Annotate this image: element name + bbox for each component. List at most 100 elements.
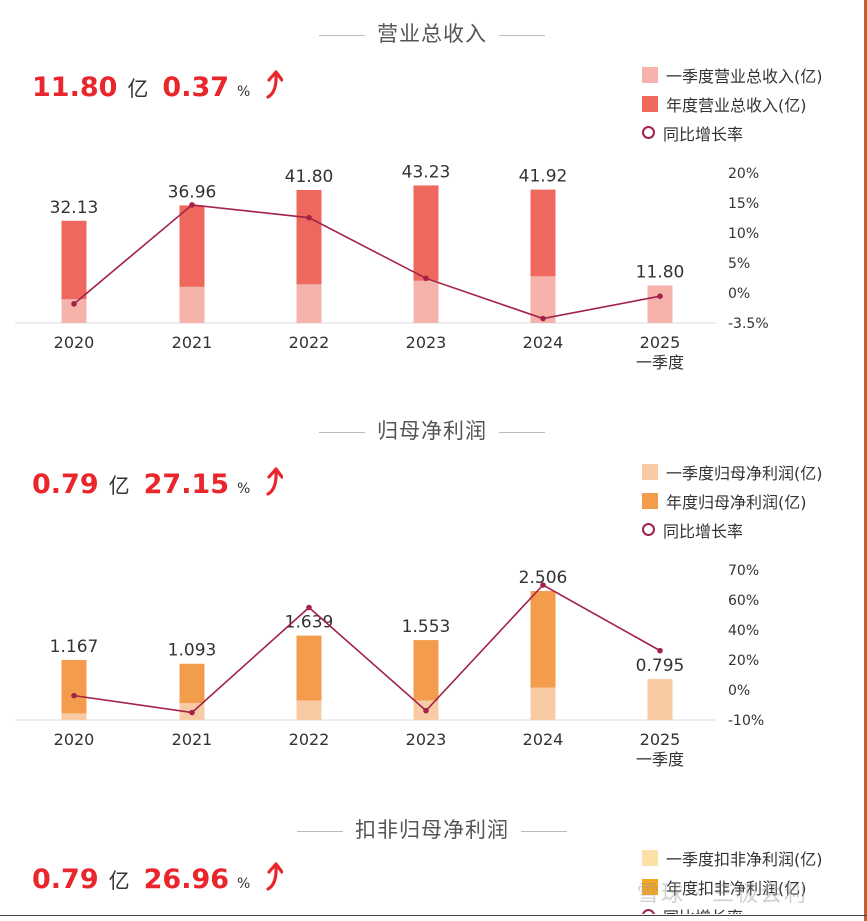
q1-bar bbox=[61, 299, 87, 323]
x-tick-label: 2020 bbox=[54, 333, 95, 352]
legend-item-q1: 一季度归母净利润(亿) bbox=[642, 457, 823, 486]
growth-rate-point bbox=[423, 275, 429, 282]
y2-tick-label: -10% bbox=[728, 713, 764, 729]
revenue-chart: 32.13 2020 36.96 2021 41.80 2022 43.23 2023 41.9… bbox=[15, 162, 769, 372]
x-tick-label: 2025 bbox=[640, 730, 681, 749]
summary-pct: % bbox=[237, 876, 251, 892]
deducted-profit-summary: 0.79 亿 26.96% bbox=[32, 862, 285, 896]
q1-bar bbox=[61, 713, 87, 720]
legend-item-growth: 同比增长率 bbox=[642, 515, 823, 544]
q1-bar bbox=[413, 280, 439, 323]
bar-value-label: 0.795 bbox=[636, 656, 685, 676]
growth-rate-point bbox=[540, 582, 546, 588]
x-tick-label: 2023 bbox=[406, 730, 447, 749]
net-profit-summary: 0.79 亿 27.15% bbox=[32, 467, 285, 501]
q1-bar bbox=[647, 285, 673, 323]
y2-tick-label: 70% bbox=[728, 563, 759, 579]
bar-value-label: 1.553 bbox=[402, 617, 451, 637]
growth-rate-point bbox=[306, 604, 312, 611]
section-title: 归母净利润 bbox=[0, 415, 864, 445]
x-tick-sublabel: 一季度 bbox=[636, 353, 684, 372]
y2-tick-label: 0% bbox=[728, 286, 750, 302]
growth-rate-line bbox=[73, 583, 661, 714]
summary-growth: 0.37 bbox=[162, 72, 230, 103]
section-title: 扣非归母净利润 bbox=[0, 814, 864, 844]
summary-unit: 亿 bbox=[108, 869, 130, 893]
q1-bar bbox=[530, 687, 556, 720]
bar-value-label: 36.96 bbox=[168, 182, 217, 202]
section-title: 营业总收入 bbox=[0, 18, 864, 48]
up-arrow-icon bbox=[265, 467, 285, 501]
q1-bar bbox=[296, 284, 322, 323]
summary-pct: % bbox=[237, 481, 251, 497]
x-tick-label: 2021 bbox=[172, 333, 213, 352]
y2-tick-label: 20% bbox=[728, 166, 759, 182]
growth-rate-point bbox=[71, 692, 77, 699]
q1-bar bbox=[179, 286, 205, 323]
deducted-profit-legend: 一季度扣非净利润(亿) 年度扣非净利润(亿) 同比增长率 bbox=[642, 843, 823, 914]
x-tick-label: 2020 bbox=[54, 730, 95, 749]
summary-value: 11.80 bbox=[32, 72, 118, 103]
growth-rate-point bbox=[423, 707, 429, 714]
bar-value-label: 11.80 bbox=[636, 262, 685, 282]
watermark: 雪球 · 三极会利 bbox=[637, 882, 808, 907]
net-profit-section: 归母净利润 0.79 亿 27.15% 一季度归母净利润(亿) 年度归母净利润(亿)… bbox=[0, 415, 864, 785]
bar-value-label: 41.92 bbox=[519, 167, 568, 187]
legend-item-annual: 年度营业总收入(亿) bbox=[642, 89, 823, 118]
x-tick-label: 2021 bbox=[172, 730, 213, 749]
growth-rate-point bbox=[189, 709, 195, 716]
y2-tick-label: 20% bbox=[728, 653, 759, 669]
summary-unit: 亿 bbox=[127, 77, 149, 101]
summary-value: 0.79 bbox=[32, 864, 99, 895]
y2-tick-label: -3.5% bbox=[728, 316, 769, 332]
annual-bar bbox=[61, 659, 87, 720]
y2-tick-label: 60% bbox=[728, 593, 759, 609]
x-tick-label: 2022 bbox=[289, 333, 330, 352]
net-profit-legend: 一季度归母净利润(亿) 年度归母净利润(亿) 同比增长率 bbox=[642, 457, 823, 544]
x-tick-label: 2023 bbox=[406, 333, 447, 352]
bar-value-label: 1.093 bbox=[168, 641, 217, 661]
x-tick-label: 2024 bbox=[523, 333, 564, 352]
net-profit-chart: 1.16720201.09320211.63920221.55320232.50… bbox=[15, 563, 764, 769]
bar-value-label: 1.167 bbox=[50, 637, 99, 657]
revenue-section: 营业总收入 11.80 亿 0.37% 一季度营业总收入(亿) 年度营业总收入(亿)… bbox=[0, 18, 864, 388]
x-tick-label: 2022 bbox=[289, 730, 330, 749]
bottom-divider bbox=[0, 915, 867, 916]
growth-rate-line bbox=[73, 204, 661, 320]
up-arrow-icon bbox=[265, 70, 285, 104]
legend-item-annual: 年度扣非净利润(亿) bbox=[642, 872, 823, 901]
legend-item-q1: 一季度扣非净利润(亿) bbox=[642, 843, 823, 872]
q1-bar bbox=[296, 700, 322, 720]
growth-rate-point bbox=[189, 202, 195, 208]
bar-value-label: 43.23 bbox=[402, 162, 451, 182]
y2-tick-label: 5% bbox=[728, 256, 750, 272]
bar-value-label: 2.506 bbox=[519, 568, 568, 588]
revenue-summary: 11.80 亿 0.37% bbox=[32, 70, 285, 104]
summary-pct: % bbox=[237, 84, 251, 100]
legend-item-growth: 同比增长率 bbox=[642, 118, 823, 147]
x-tick-label: 2025 bbox=[640, 333, 681, 352]
growth-rate-point bbox=[306, 214, 312, 221]
legend-item-growth: 同比增长率 bbox=[642, 901, 823, 914]
bar-value-label: 41.80 bbox=[285, 167, 334, 187]
growth-rate-point bbox=[657, 647, 663, 654]
summary-value: 0.79 bbox=[32, 469, 99, 500]
x-tick-label: 2024 bbox=[523, 730, 564, 749]
revenue-legend: 一季度营业总收入(亿) 年度营业总收入(亿) 同比增长率 bbox=[642, 60, 823, 147]
deducted-profit-section: 扣非归母净利润 0.79 亿 26.96% 一季度扣非净利润(亿) 年度扣非净利润(… bbox=[0, 814, 864, 914]
summary-growth: 27.15 bbox=[143, 469, 230, 500]
q1-bar bbox=[647, 679, 673, 720]
growth-rate-point bbox=[657, 293, 663, 299]
growth-rate-point bbox=[540, 315, 546, 322]
up-arrow-icon bbox=[265, 862, 285, 896]
right-border bbox=[864, 0, 867, 921]
summary-growth: 26.96 bbox=[143, 864, 230, 895]
y2-tick-label: 0% bbox=[728, 683, 750, 699]
x-tick-sublabel: 一季度 bbox=[636, 750, 684, 769]
bar-value-label: 32.13 bbox=[50, 198, 99, 218]
legend-item-annual: 年度归母净利润(亿) bbox=[642, 486, 823, 515]
growth-rate-point bbox=[71, 301, 77, 307]
y2-tick-label: 10% bbox=[728, 226, 759, 242]
legend-item-q1: 一季度营业总收入(亿) bbox=[642, 60, 823, 89]
y2-tick-label: 15% bbox=[728, 196, 759, 212]
